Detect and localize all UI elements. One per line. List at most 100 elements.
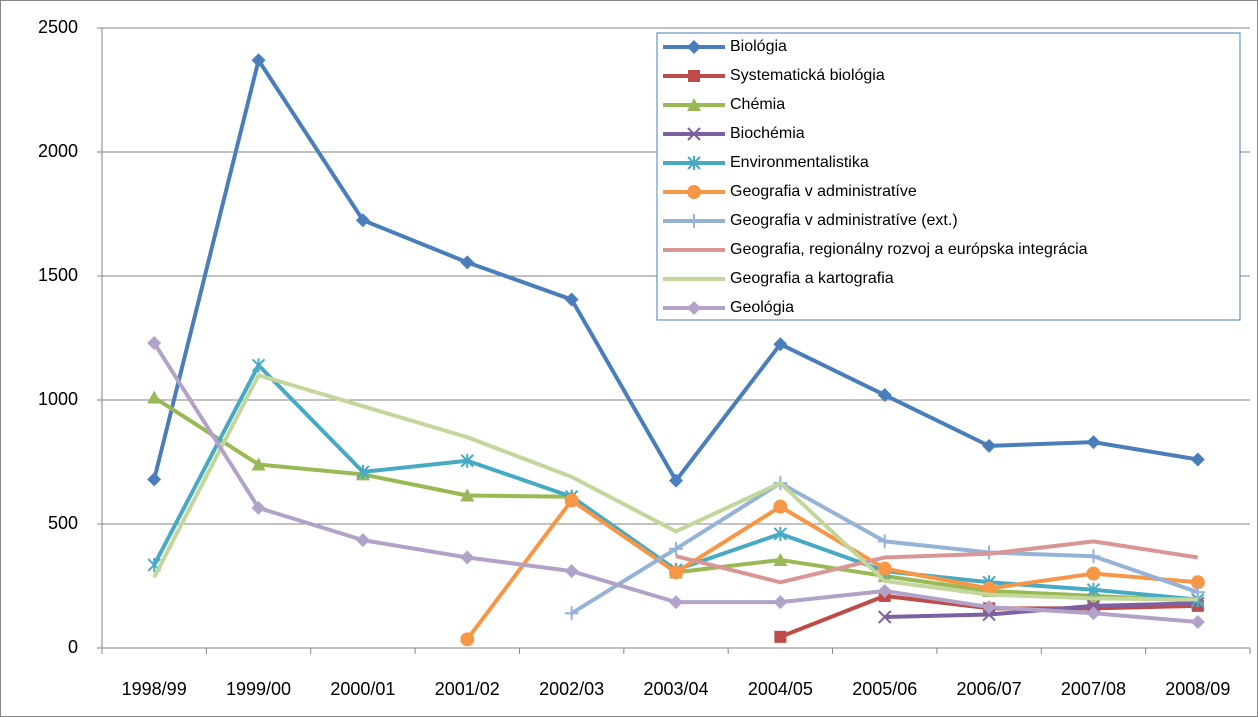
point-shape xyxy=(355,533,370,548)
legend-label: Geológia xyxy=(730,299,794,316)
legend-marker xyxy=(687,156,701,170)
legend-label: Geografia v administratíve xyxy=(730,183,917,200)
point-shape xyxy=(1086,606,1101,621)
x-tick-label: 2001/02 xyxy=(435,679,500,699)
legend-label: Environmentalistika xyxy=(730,154,869,171)
point xyxy=(564,564,579,579)
point xyxy=(877,534,892,549)
point-shape xyxy=(564,493,579,508)
point-shape xyxy=(355,213,370,228)
x-tick-label: 2005/06 xyxy=(852,679,917,699)
point-shape xyxy=(982,581,997,596)
point xyxy=(460,453,474,468)
legend-marker xyxy=(687,185,701,199)
point xyxy=(355,533,370,548)
point-stroke xyxy=(1086,599,1101,613)
x-tick-label: 2003/04 xyxy=(643,679,708,699)
legend-marker-shape xyxy=(687,301,701,315)
point xyxy=(460,488,475,502)
point xyxy=(877,583,892,598)
legend-marker xyxy=(687,301,701,315)
point xyxy=(773,499,788,514)
legend-label: Geografia v administratíve (ext.) xyxy=(730,212,958,229)
point xyxy=(1086,582,1101,597)
x-tick-label: 2008/09 xyxy=(1165,679,1230,699)
y-tick-label: 2000 xyxy=(38,141,78,161)
point-shape xyxy=(773,552,788,566)
point xyxy=(564,606,579,621)
point-shape xyxy=(982,438,997,453)
point xyxy=(773,595,788,610)
point-shape xyxy=(1086,435,1101,450)
point xyxy=(460,550,475,565)
point-shape xyxy=(669,565,683,580)
point xyxy=(460,632,475,647)
point xyxy=(1086,435,1101,450)
legend-marker-shape xyxy=(688,70,700,82)
point xyxy=(355,213,370,228)
x-tick-label: 2007/08 xyxy=(1061,679,1126,699)
point-shape xyxy=(877,561,892,576)
point xyxy=(251,457,266,471)
point-shape xyxy=(460,632,475,647)
point xyxy=(773,337,788,352)
legend-marker xyxy=(688,70,700,82)
point xyxy=(251,358,266,373)
point xyxy=(251,53,266,68)
x-tick-label: 2004/05 xyxy=(748,679,813,699)
point-shape xyxy=(1190,614,1205,629)
point-shape xyxy=(147,472,162,487)
point-shape xyxy=(982,600,997,615)
legend-box xyxy=(656,32,1241,321)
x-tick-label: 2000/01 xyxy=(330,679,395,699)
point-shape xyxy=(251,500,266,515)
y-tick-label: 500 xyxy=(48,513,78,533)
point xyxy=(669,473,683,488)
point xyxy=(773,552,788,566)
point xyxy=(1190,585,1205,600)
x-tick-label: 2002/03 xyxy=(539,679,604,699)
point xyxy=(982,581,997,596)
series-line xyxy=(465,498,1198,641)
point-shape xyxy=(1190,575,1205,590)
point xyxy=(669,565,683,580)
point-shape xyxy=(773,595,788,610)
point xyxy=(982,600,997,615)
point xyxy=(982,438,997,453)
point xyxy=(773,526,788,541)
point-shape xyxy=(669,473,683,488)
point-shape xyxy=(773,337,788,352)
point-shape xyxy=(564,564,579,579)
y-tick-label: 2500 xyxy=(38,17,78,37)
point-shape xyxy=(877,583,892,598)
point-shape xyxy=(460,255,475,270)
point xyxy=(564,493,579,508)
point xyxy=(1190,614,1205,629)
point-shape xyxy=(251,53,266,68)
point-shape xyxy=(147,335,162,350)
point xyxy=(147,335,162,350)
point-shape xyxy=(877,388,892,403)
y-tick-label: 1500 xyxy=(38,265,78,285)
legend-label: Biochémia xyxy=(730,125,805,142)
point-shape xyxy=(1190,452,1205,467)
legend-label: Geografia a kartografia xyxy=(730,270,894,287)
legend-marker-shape xyxy=(687,40,701,54)
y-tick-label: 0 xyxy=(68,637,78,657)
legend-label: Geografia, regionálny rozvoj a európska … xyxy=(730,241,1088,258)
point xyxy=(1086,599,1101,613)
legend-marker xyxy=(687,40,701,54)
point xyxy=(147,472,162,487)
legend: Biológia Systematická biológia Chémia Bioch… xyxy=(656,32,1241,321)
point xyxy=(147,390,162,404)
point xyxy=(460,255,475,270)
legend-label: Systematická biológia xyxy=(730,67,885,84)
point xyxy=(1086,566,1101,581)
point-shape xyxy=(460,488,475,502)
point xyxy=(877,561,892,576)
x-tick-label: 1999/00 xyxy=(226,679,291,699)
point xyxy=(774,630,787,643)
point xyxy=(251,500,266,515)
x-tick-label: 2006/07 xyxy=(957,679,1022,699)
